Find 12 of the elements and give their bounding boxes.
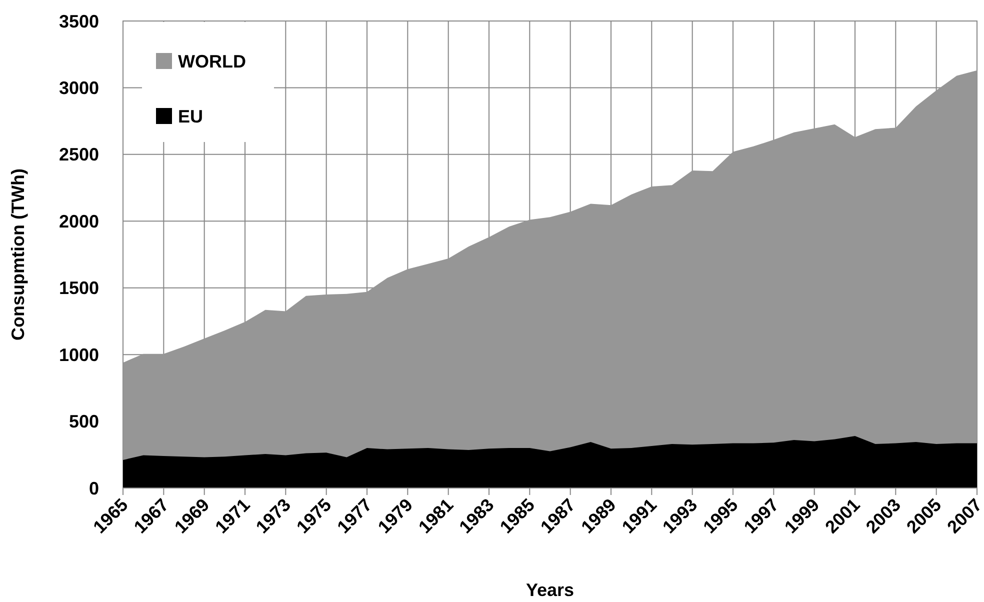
legend-label: EU bbox=[178, 106, 204, 126]
y-tick-label: 0 bbox=[88, 478, 99, 498]
y-tick-label: 1000 bbox=[58, 344, 99, 365]
x-axis-title: Years bbox=[526, 580, 574, 600]
legend-label: WORLD bbox=[178, 51, 246, 72]
y-axis-title: Consupmtion (TWh) bbox=[8, 168, 28, 340]
y-tick-label: 2500 bbox=[58, 144, 99, 165]
y-tick-label: 500 bbox=[68, 412, 99, 432]
y-tick-label: 3500 bbox=[58, 11, 99, 32]
y-tick-label: 3000 bbox=[58, 78, 99, 98]
y-tick-label: 1500 bbox=[58, 278, 99, 298]
y-tick-label: 2000 bbox=[58, 211, 99, 232]
